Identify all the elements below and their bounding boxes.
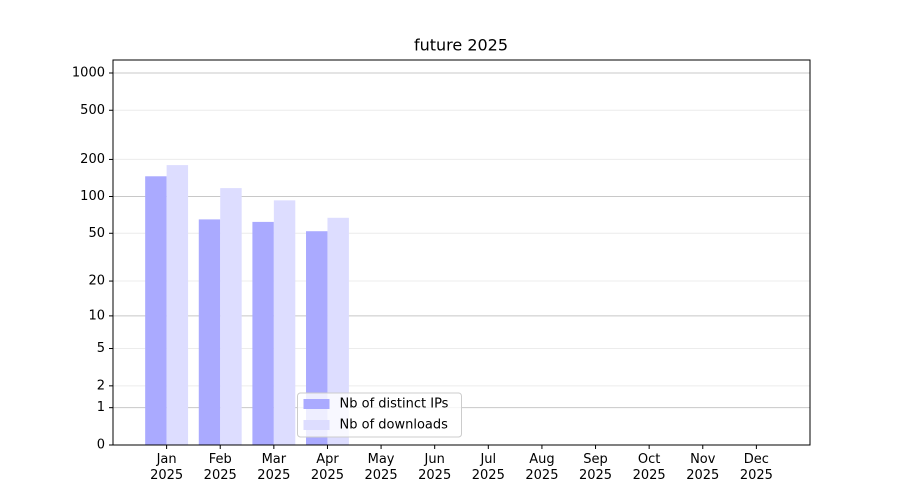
x-tick-label: Sep 2025	[578, 452, 613, 483]
y-tick-label: 1	[97, 400, 105, 415]
y-tick-label: 5	[97, 341, 105, 356]
bar	[198, 219, 221, 445]
x-tick-label: Feb 2025	[203, 452, 237, 483]
x-tick-label: Jan 2025	[150, 452, 184, 483]
y-tick-label: 0	[97, 438, 105, 453]
chart-title: future 2025	[414, 36, 508, 55]
y-tick-label: 200	[80, 152, 105, 167]
bar	[252, 221, 274, 445]
bar	[306, 231, 328, 445]
plot-frame	[112, 59, 811, 446]
y-tick-label: 2	[97, 378, 105, 393]
y-tick-label: 10	[88, 308, 105, 323]
bar	[145, 176, 167, 445]
y-tick-label: 100	[80, 189, 105, 204]
legend-label: Nb of distinct IPs	[340, 397, 449, 412]
legend-swatch	[303, 399, 330, 409]
x-tick-label: Jul 2025	[471, 452, 505, 483]
y-tick-label: 500	[80, 103, 105, 118]
x-tick-label: May 2025	[364, 452, 398, 483]
y-tick-label: 50	[88, 226, 105, 241]
bar	[166, 165, 189, 445]
x-tick-label: Dec 2025	[739, 452, 773, 483]
legend-swatch	[303, 420, 330, 430]
y-tick-label: 20	[88, 274, 105, 289]
legend-box	[297, 392, 462, 438]
bar	[220, 188, 242, 445]
x-tick-label: Aug 2025	[525, 452, 559, 483]
x-tick-label: Oct 2025	[632, 452, 666, 483]
x-tick-label: Apr 2025	[310, 452, 344, 483]
x-tick-label: Mar 2025	[257, 452, 291, 483]
x-tick-label: Jun 2025	[418, 452, 452, 483]
y-tick-label: 1000	[72, 65, 105, 80]
bar	[327, 217, 349, 445]
legend-label: Nb of downloads	[340, 418, 449, 433]
bar	[273, 200, 296, 445]
x-tick-label: Nov 2025	[686, 452, 720, 483]
